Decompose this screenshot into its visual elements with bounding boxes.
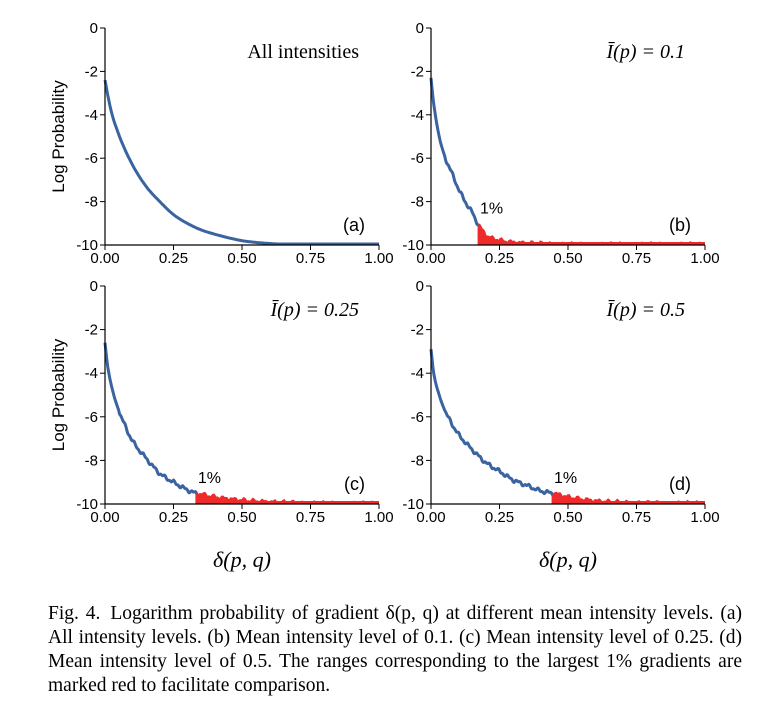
panel-d-y-tick-label: -4 [411,365,424,382]
panel-a-x-tick-label: 0.50 [227,250,256,267]
panel-b-y-tick-label: -6 [411,150,424,167]
panel-d-x-axis-label: δ(p, q) [539,547,597,572]
panel-d-series-line [429,349,554,496]
panel-a-title: All intensities [247,41,359,63]
panel-c-highlight-line [194,490,379,505]
panel-d-x-tick-label: 0.75 [622,509,651,526]
panel-c-x-axis-label: δ(p, q) [213,547,271,572]
panel-c-title: Ī(p) = 0.25 [270,299,359,321]
panel-b-x-tick-label: 0.00 [416,250,445,267]
panel-b-y-tick-label: 0 [416,20,424,37]
panel-b-series-line [429,77,480,227]
panel-a-y-tick-label: -10 [76,237,98,254]
panel-b-y-tick-label: -8 [411,194,424,211]
panel-b-y-tick-label: -2 [411,63,424,80]
caption-label: Fig. 4. [48,603,101,624]
panel-c-label: (c) [344,474,365,494]
panel-b-title: Ī(p) = 0.1 [606,41,685,63]
panel-c-y-tick-label: -2 [85,322,98,339]
panel-c-x-tick-label: 0.75 [296,509,325,526]
panel-d-y-tick-label: 0 [416,278,424,295]
panel-c-x-tick-label: 0.50 [227,509,256,526]
panel-d-y-tick-label: -6 [411,409,424,426]
panel-b-highlight-region [477,224,705,245]
panel-b-highlight-line [477,223,705,245]
panel-c-y-tick-label: -6 [85,409,98,426]
panel-d-title: Ī(p) = 0.5 [606,299,685,321]
panel-b-y-tick-label: -10 [402,237,424,254]
panel-c-highlight-label: 1% [198,470,221,487]
panel-a-y-tick-label: -4 [85,107,98,124]
panel-a-x-tick-label: 0.75 [296,250,325,267]
panel-d-label: (d) [669,474,691,494]
panel-c-series-line [103,342,198,495]
panel-a-y-tick-label: -8 [85,194,98,211]
panel-c-y-tick-label: -8 [85,452,98,469]
panel-c-x-tick-label: 1.00 [364,509,393,526]
panel-d-highlight-line [550,491,705,505]
panel-c-y-tick-label: -10 [76,496,98,513]
panel-b-x-tick-label: 0.75 [622,250,651,267]
panel-a-x-tick-label: 0.25 [159,250,188,267]
panel-c-y-tick-label: 0 [90,278,98,295]
caption-text: Logarithm probability of gradient δ(p, q… [48,603,743,696]
panel-b-label: (b) [669,215,691,235]
panel-c-y-axis-label: Log Probability [49,338,68,451]
panel-a-y-tick-label: -2 [85,63,98,80]
panel-a-y-tick-label: -6 [85,150,98,167]
figure-panels: 0 -2 -4 -6 -8 -10 0.00 0.25 0.50 0.75 1.00 Log Prob… [49,20,720,572]
panel-d-x-tick-label: 0.50 [553,509,582,526]
panel-a-series-line [103,79,380,246]
figure-caption: Fig. 4. Logarithm probability of gradient… [48,602,742,698]
panel-b-x-tick-label: 0.25 [485,250,514,267]
panel-b-x-tick-label: 0.50 [553,250,582,267]
panel-c-x-tick-label: 0.00 [90,509,119,526]
panel-a-label: (a) [343,215,365,235]
panel-a-y-axis-label: Log Probability [49,80,68,193]
panel-b-highlight-label: 1% [480,200,503,217]
panel-d-x-tick-label: 0.00 [416,509,445,526]
panel-d-x-tick-label: 1.00 [690,509,719,526]
panel-a-y-tick-label: 0 [90,20,98,37]
panel-d-y-tick-label: -2 [411,322,424,339]
panel-a-x-tick-label: 0.00 [90,250,119,267]
panel-c-y-tick-label: -4 [85,365,98,382]
panel-d-y-tick-label: -10 [402,496,424,513]
panel-c-x-tick-label: 0.25 [159,509,188,526]
panel-b-x-tick-label: 1.00 [690,250,719,267]
panel-d-x-tick-label: 0.25 [485,509,514,526]
panel-d-y-tick-label: -8 [411,452,424,469]
panel-b-y-tick-label: -4 [411,107,424,124]
panel-d-highlight-label: 1% [554,470,577,487]
panel-a-x-tick-label: 1.00 [364,250,393,267]
